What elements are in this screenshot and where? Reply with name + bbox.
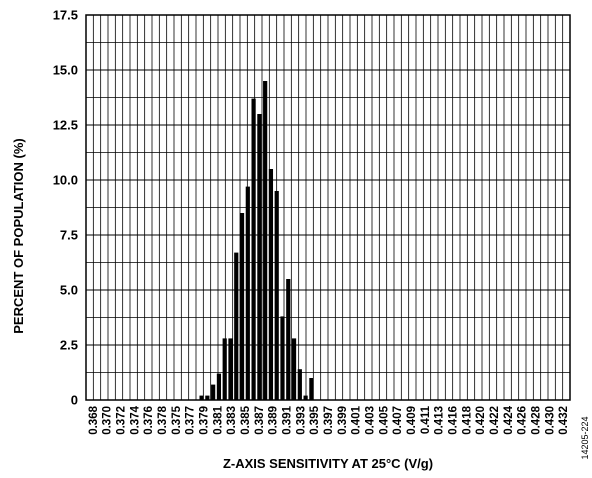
histogram-bar [205,395,210,400]
figure-code: 14205-224 [580,416,590,459]
x-tick-label: 0.370 [102,406,114,435]
x-tick-label: 0.426 [517,406,529,435]
x-tick-label: 0.413 [434,406,446,435]
x-tick-label: 0.405 [378,405,390,434]
x-tick-label: 0.375 [171,405,183,434]
y-axis-label: PERCENT OF POPULATION (%) [11,138,26,333]
grid-lines [86,15,570,400]
histogram-bar [222,338,227,400]
x-tick-label: 0.395 [309,405,321,434]
x-tick-label: 0.407 [392,406,404,435]
x-tick-label: 0.391 [282,405,294,434]
x-tick-label: 0.401 [351,405,363,434]
x-tick-label: 0.389 [268,406,280,435]
x-tick-label: 0.409 [406,406,418,435]
x-tick-label: 0.422 [489,406,501,435]
x-tick-label: 0.368 [88,405,100,434]
histogram-bars [199,81,314,400]
histogram-bar [274,191,279,400]
x-tick-label: 0.430 [544,406,556,435]
x-tick-label: 0.399 [337,406,349,435]
x-tick-label: 0.381 [212,405,224,434]
y-tick-label: 5.0 [60,283,78,298]
y-tick-label: 2.5 [60,338,78,353]
histogram-bar [263,81,268,400]
x-tick-label: 0.376 [143,406,155,435]
x-tick-label: 0.387 [254,406,266,435]
histogram-bar [199,395,204,400]
histogram-bar [303,395,308,400]
histogram-bar [251,98,256,400]
y-axis-tick-labels: 0 2.5 5.0 7.5 10.0 12.5 15.0 17.5 [53,8,78,408]
x-tick-label: 0.379 [199,406,211,435]
x-tick-label: 0.432 [558,406,570,435]
histogram-bar [216,373,222,400]
x-tick-label: 0.385 [240,405,252,434]
histogram-bar [286,279,291,400]
histogram-bar [257,114,262,400]
x-tick-label: 0.378 [157,405,169,434]
histogram-bar [280,316,285,400]
x-tick-label: 0.418 [461,405,473,434]
histogram-bar [245,186,250,400]
histogram-bar [239,213,245,400]
x-tick-label: 0.377 [185,406,197,435]
histogram-bar [211,384,216,400]
x-tick-label: 0.411 [420,405,432,434]
x-tick-label: 0.383 [226,406,238,435]
y-tick-label: 0 [71,393,78,408]
x-tick-label: 0.393 [295,406,307,435]
x-tick-label: 0.428 [530,405,542,434]
x-axis-tick-labels: 0.368 0.370 0.372 0.374 0.376 0.378 0.375 0.377… [88,405,570,434]
x-tick-label: 0.420 [475,406,487,435]
plot-frame [85,14,571,401]
histogram-bar [291,338,297,400]
x-tick-label: 0.372 [116,406,128,435]
x-tick-label: 0.416 [447,406,459,435]
x-tick-label: 0.374 [129,405,141,434]
histogram-bar [228,338,233,400]
histogram-bar [234,252,239,400]
x-tick-label: 0.424 [503,405,515,434]
x-tick-label: 0.397 [323,406,335,435]
y-tick-label: 10.0 [53,173,78,188]
y-tick-label: 17.5 [53,8,78,23]
y-tick-label: 7.5 [60,228,78,243]
x-axis-label: Z-AXIS SENSITIVITY AT 25°C (V/g) [223,456,433,471]
histogram-bar [309,378,314,400]
histogram-bar [268,169,274,400]
y-tick-label: 12.5 [53,118,78,133]
y-tick-label: 15.0 [53,63,78,78]
histogram-bar [297,369,302,400]
x-tick-label: 0.403 [364,406,376,435]
